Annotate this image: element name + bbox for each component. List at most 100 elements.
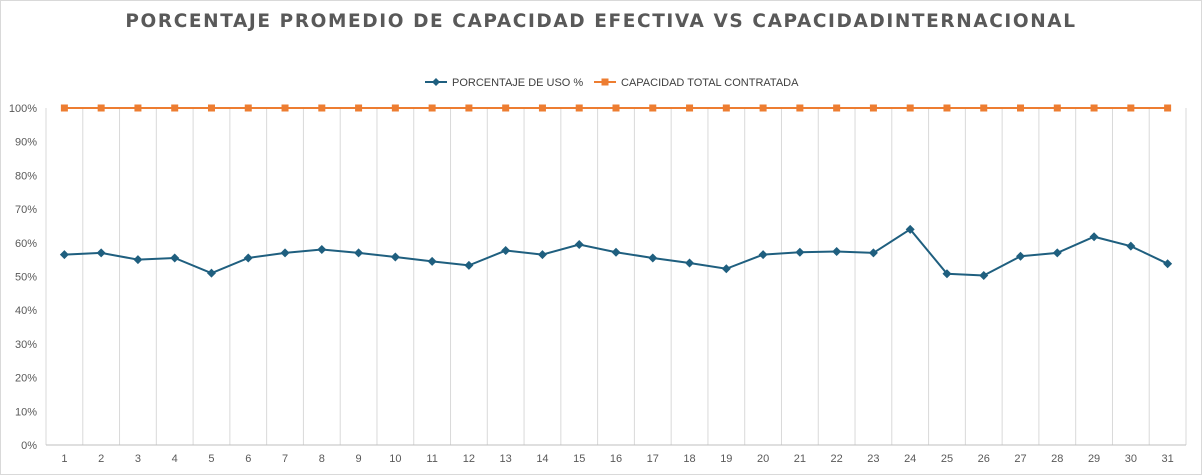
data-point-porcentaje-uso (464, 260, 474, 270)
data-point-porcentaje-uso (942, 269, 952, 279)
data-point-porcentaje-uso (59, 250, 69, 260)
x-tick-label: 21 (794, 453, 806, 465)
y-tick-label: 10% (15, 406, 37, 418)
data-point-capacidad-total (391, 104, 399, 112)
y-tick-label: 40% (15, 305, 37, 317)
x-tick-label: 7 (282, 453, 288, 465)
data-point-capacidad-total (60, 104, 68, 112)
y-tick-label: 50% (15, 272, 37, 284)
data-point-capacidad-total (869, 104, 877, 112)
data-point-porcentaje-uso (427, 256, 437, 266)
x-tick-label: 8 (319, 453, 325, 465)
y-tick-label: 70% (15, 204, 37, 216)
data-point-porcentaje-uso (501, 246, 511, 256)
y-tick-label: 30% (15, 339, 37, 351)
x-tick-label: 4 (172, 453, 178, 465)
data-point-porcentaje-uso (170, 253, 180, 263)
x-tick-label: 23 (867, 453, 879, 465)
data-point-porcentaje-uso (537, 250, 547, 260)
x-tick-label: 28 (1051, 453, 1063, 465)
legend-label-capacidad-total: CAPACIDAD TOTAL CONTRATADA (621, 77, 799, 89)
x-tick-label: 18 (683, 453, 695, 465)
data-point-capacidad-total (722, 104, 730, 112)
x-tick-label: 6 (245, 453, 251, 465)
x-tick-label: 10 (389, 453, 401, 465)
x-tick-label: 2 (98, 453, 104, 465)
data-point-porcentaje-uso (1089, 232, 1099, 242)
y-tick-label: 60% (15, 238, 37, 250)
data-point-capacidad-total (428, 104, 436, 112)
data-point-capacidad-total (1053, 104, 1061, 112)
data-point-capacidad-total (796, 104, 804, 112)
data-point-capacidad-total (943, 104, 951, 112)
y-tick-label: 20% (15, 373, 37, 385)
data-point-capacidad-total (1090, 104, 1098, 112)
x-tick-label: 11 (426, 453, 437, 465)
data-point-porcentaje-uso (1052, 248, 1062, 258)
data-point-porcentaje-uso (832, 247, 842, 257)
data-point-porcentaje-uso (758, 250, 768, 260)
data-point-capacidad-total (906, 104, 914, 112)
y-tick-label: 90% (15, 137, 37, 149)
legend-marker-porcentaje-uso (432, 78, 440, 86)
data-point-capacidad-total (575, 104, 583, 112)
x-tick-label: 17 (647, 453, 659, 465)
x-tick-label: 13 (500, 453, 512, 465)
data-point-capacidad-total (355, 104, 363, 112)
data-point-capacidad-total (318, 104, 326, 112)
data-point-porcentaje-uso (795, 247, 805, 257)
data-point-capacidad-total (759, 104, 767, 112)
data-point-capacidad-total (244, 104, 252, 112)
x-tick-label: 26 (978, 453, 990, 465)
data-point-capacidad-total (538, 104, 546, 112)
data-point-capacidad-total (686, 104, 694, 112)
data-point-porcentaje-uso (354, 248, 364, 258)
data-point-capacidad-total (465, 104, 473, 112)
data-point-capacidad-total (1164, 104, 1172, 112)
y-tick-label: 0% (21, 440, 37, 452)
data-point-porcentaje-uso (96, 248, 106, 258)
x-tick-label: 31 (1161, 453, 1173, 465)
data-point-porcentaje-uso (574, 239, 584, 249)
data-point-porcentaje-uso (280, 248, 290, 258)
legend-label-porcentaje-uso: PORCENTAJE DE USO % (452, 77, 583, 89)
data-point-capacidad-total (1017, 104, 1025, 112)
data-point-capacidad-total (502, 104, 510, 112)
data-point-porcentaje-uso (868, 248, 878, 258)
x-tick-label: 3 (135, 453, 141, 465)
x-tick-label: 29 (1088, 453, 1100, 465)
data-point-porcentaje-uso (611, 247, 621, 257)
y-tick-label: 80% (15, 170, 37, 182)
data-point-capacidad-total (649, 104, 657, 112)
x-tick-label: 9 (356, 453, 362, 465)
x-tick-label: 16 (610, 453, 622, 465)
data-point-porcentaje-uso (243, 253, 253, 263)
data-point-porcentaje-uso (317, 245, 327, 255)
data-point-capacidad-total (207, 104, 215, 112)
x-tick-label: 22 (831, 453, 843, 465)
x-tick-label: 5 (208, 453, 214, 465)
data-point-capacidad-total (1127, 104, 1135, 112)
x-tick-label: 12 (463, 453, 475, 465)
data-point-porcentaje-uso (721, 264, 731, 274)
data-point-porcentaje-uso (206, 268, 216, 278)
data-point-porcentaje-uso (1163, 259, 1173, 269)
data-point-porcentaje-uso (905, 224, 915, 234)
data-point-porcentaje-uso (648, 253, 658, 263)
x-tick-label: 25 (941, 453, 953, 465)
data-point-capacidad-total (281, 104, 289, 112)
data-point-capacidad-total (171, 104, 179, 112)
x-tick-label: 30 (1125, 453, 1137, 465)
data-point-porcentaje-uso (1126, 241, 1136, 251)
data-point-capacidad-total (612, 104, 620, 112)
data-point-porcentaje-uso (390, 252, 400, 262)
data-point-porcentaje-uso (1016, 251, 1026, 261)
data-point-capacidad-total (97, 104, 105, 112)
x-tick-label: 20 (757, 453, 769, 465)
x-tick-label: 1 (61, 453, 67, 465)
data-point-porcentaje-uso (685, 258, 695, 268)
data-point-porcentaje-uso (979, 270, 989, 280)
data-point-capacidad-total (980, 104, 988, 112)
x-tick-label: 14 (536, 453, 548, 465)
